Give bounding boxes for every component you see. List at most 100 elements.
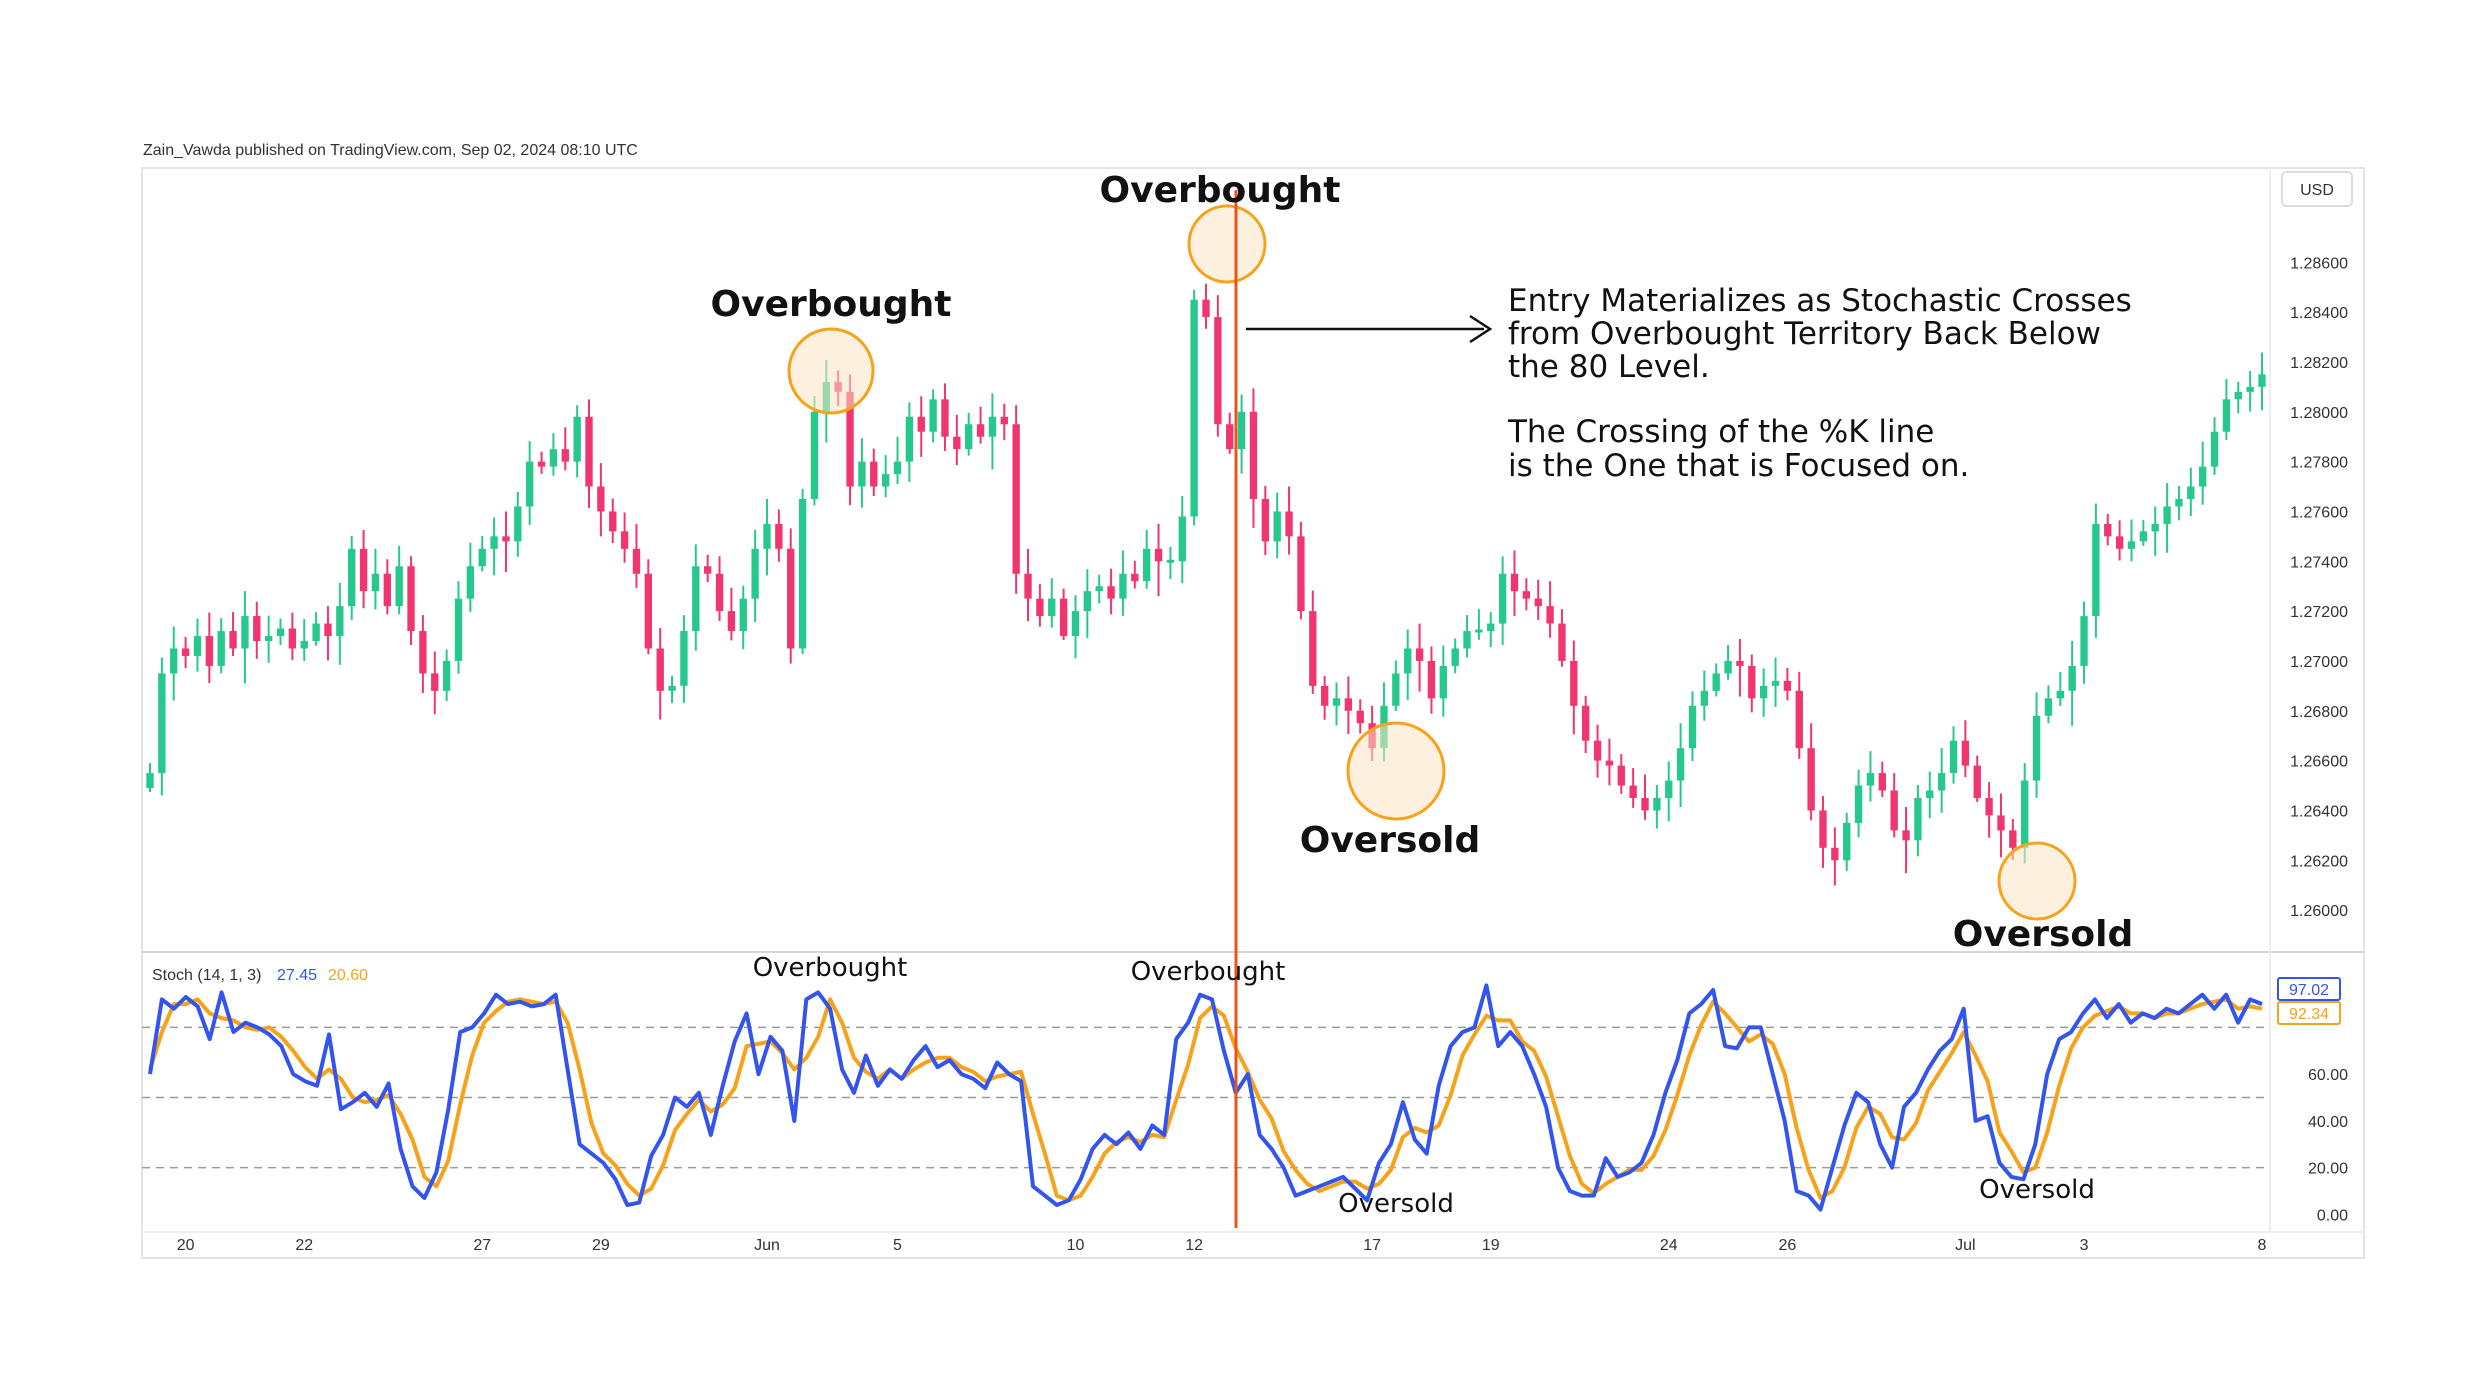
candle	[336, 582, 344, 665]
candle	[2222, 378, 2231, 440]
candle	[1831, 827, 1839, 886]
candle	[1534, 579, 1542, 621]
candle-body	[1048, 598, 1056, 617]
currency-badge[interactable]	[2281, 171, 2353, 207]
candle	[2151, 506, 2159, 556]
candle-body	[798, 498, 807, 649]
candle-body	[1000, 416, 1008, 425]
stoch-tick-label: 60.00	[2308, 1067, 2348, 1084]
candle-body	[929, 399, 937, 432]
candle	[1783, 667, 1792, 701]
date-tick-label: 17	[1363, 1237, 1381, 1254]
candle	[1653, 785, 1661, 829]
candle	[1095, 574, 1103, 604]
candle-body	[526, 461, 534, 507]
candle	[2068, 641, 2076, 726]
candle	[1273, 492, 1281, 559]
candle-body	[312, 623, 320, 642]
candle-body	[1071, 611, 1080, 637]
candle-body	[976, 424, 985, 437]
candle-body	[2115, 536, 2124, 549]
candle-body	[2187, 486, 2195, 499]
candle-body	[1320, 685, 1329, 706]
candle	[1866, 751, 1875, 802]
candle	[703, 554, 712, 583]
price-tick-label: 1.26600	[2290, 754, 2348, 771]
candle-body	[2080, 616, 2088, 666]
candle	[1415, 623, 1424, 692]
candle	[1249, 388, 1258, 528]
date-tick-label: 27	[473, 1237, 491, 1254]
candle	[1320, 675, 1329, 720]
candle	[2163, 483, 2171, 553]
candle	[1759, 668, 1768, 717]
candle	[1510, 550, 1519, 617]
candle-body	[2032, 715, 2041, 781]
candle-body	[2234, 391, 2242, 400]
candle-body	[810, 411, 819, 499]
candle	[893, 436, 902, 485]
price-tick-label: 1.27600	[2290, 504, 2348, 521]
price-tick-label: 1.26000	[2290, 903, 2348, 920]
candle-body	[1273, 511, 1281, 542]
candle-body	[1736, 660, 1744, 666]
candle	[739, 585, 747, 650]
candle	[1819, 795, 1827, 869]
candle	[988, 393, 997, 470]
candle	[383, 559, 391, 615]
stoch-tick-label: 40.00	[2308, 1114, 2348, 1131]
candle	[1498, 556, 1507, 646]
candle-body	[893, 461, 902, 475]
candle	[1546, 581, 1554, 638]
oversold-circle-1	[1346, 721, 1446, 821]
oversold-label-2: Oversold	[1953, 914, 2134, 955]
candle-body	[229, 631, 237, 649]
candle	[929, 389, 937, 443]
candle-body	[1605, 760, 1614, 766]
candle	[2210, 417, 2219, 475]
candle	[1902, 806, 1910, 874]
candle	[348, 535, 356, 620]
candle	[870, 448, 878, 497]
candle-body	[276, 628, 285, 637]
candle	[620, 512, 629, 563]
overbought-circle-2	[1187, 204, 1267, 284]
candle-body	[1427, 660, 1436, 699]
candle-body	[585, 416, 593, 487]
candle-body	[2139, 531, 2148, 542]
candle-body	[703, 566, 712, 574]
candle	[1949, 726, 1958, 784]
note-line-4: The Crossing of the %K line	[1507, 414, 1934, 450]
candle-body	[881, 474, 890, 487]
candle-body	[965, 424, 973, 450]
candle-body	[2163, 506, 2171, 524]
date-tick-label: 20	[177, 1237, 195, 1254]
candle	[1617, 754, 1625, 794]
candle	[2032, 692, 2041, 798]
candle	[193, 618, 202, 672]
candle-body	[763, 523, 771, 549]
candle	[1154, 523, 1163, 597]
candle	[1048, 578, 1056, 628]
candle	[1641, 774, 1649, 820]
candle	[941, 383, 949, 452]
candle	[609, 498, 617, 544]
candle-body	[573, 416, 581, 462]
candle-body	[1759, 685, 1768, 699]
candle-body	[336, 606, 344, 637]
candle	[775, 509, 783, 562]
candle	[454, 581, 463, 674]
candle	[1427, 646, 1436, 714]
candle-body	[775, 523, 783, 549]
candle-body	[1226, 424, 1234, 450]
candle-body	[1795, 690, 1803, 749]
date-tick-label: 29	[592, 1237, 610, 1254]
candle	[1178, 496, 1186, 584]
candle-body	[454, 598, 463, 661]
candle-body	[2151, 523, 2159, 532]
price-tick-label: 1.28400	[2290, 305, 2348, 322]
currency-label: USD	[2300, 182, 2334, 199]
candle-body	[1095, 586, 1103, 592]
candle	[502, 511, 510, 573]
candle-body	[1700, 690, 1709, 706]
